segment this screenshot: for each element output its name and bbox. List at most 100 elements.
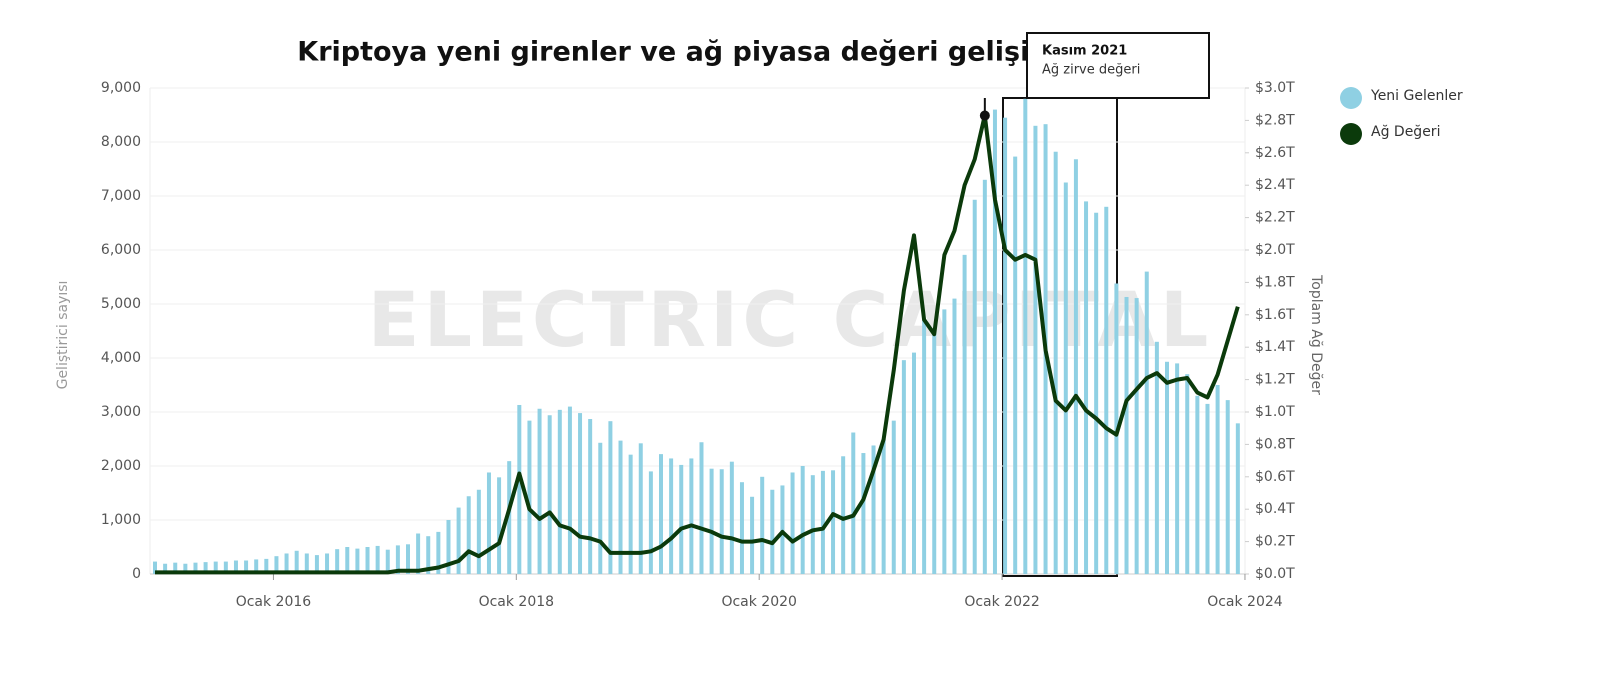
- y-axis-label: Geliştirici sayısı: [55, 281, 71, 390]
- bar: [547, 415, 552, 574]
- bar: [912, 352, 916, 574]
- bar: [820, 470, 825, 574]
- y-tick-label: 2,000: [101, 458, 141, 474]
- bar: [1013, 156, 1018, 574]
- y2-tick-label: $1.4T: [1255, 339, 1295, 355]
- legend-marker: [1340, 87, 1362, 109]
- bar: [659, 454, 663, 574]
- legend-label: Ağ Değeri: [1371, 124, 1440, 140]
- bar: [1205, 403, 1210, 574]
- bar: [193, 562, 198, 574]
- bar: [517, 404, 522, 574]
- bar: [274, 556, 279, 574]
- bar: [719, 469, 724, 574]
- line: [155, 113, 1240, 575]
- bar: [294, 550, 299, 574]
- bar: [223, 561, 228, 574]
- bar: [689, 458, 694, 574]
- bar: [527, 420, 532, 574]
- chart-title: Kriptoya yeni girenler ve ağ piyasa değe…: [297, 37, 1066, 68]
- bar: [1104, 206, 1109, 575]
- y-tick-label: 4,000: [101, 350, 141, 366]
- y-tick-label: 9,000: [101, 80, 141, 96]
- bar: [335, 549, 340, 574]
- bar: [203, 562, 208, 574]
- bar: [598, 442, 603, 574]
- y2-tick-label: $2.2T: [1255, 210, 1295, 226]
- bar: [942, 309, 947, 574]
- bar: [416, 533, 421, 574]
- y2-tick-label: $2.8T: [1255, 112, 1295, 128]
- bar: [1195, 395, 1200, 574]
- bar: [1094, 212, 1099, 575]
- bar: [314, 555, 319, 574]
- x-tick-label: Ocak 2024: [1207, 594, 1283, 610]
- bar: [406, 544, 410, 574]
- bar: [831, 470, 836, 574]
- bar: [901, 360, 906, 574]
- y2-tick-label: $0.2T: [1255, 534, 1295, 550]
- bar: [163, 563, 168, 574]
- bar: [1185, 374, 1190, 574]
- bar: [841, 456, 846, 574]
- y-tick-label: 5,000: [101, 296, 141, 312]
- bar: [1073, 159, 1078, 574]
- y2-tick-label: $2.0T: [1255, 242, 1295, 258]
- bar: [385, 549, 390, 574]
- bar: [1225, 400, 1230, 574]
- bar: [446, 520, 451, 574]
- bar: [588, 419, 593, 574]
- y2-tick-label: $0.6T: [1255, 469, 1295, 485]
- y2-tick-label: $3.0T: [1255, 80, 1295, 96]
- bar: [173, 562, 178, 574]
- bar: [972, 199, 977, 574]
- y2-tick-label: $2.6T: [1255, 145, 1295, 161]
- y-tick-label: 7,000: [101, 188, 141, 204]
- bar: [729, 461, 734, 574]
- bar: [1215, 385, 1220, 574]
- bar: [1003, 117, 1008, 574]
- bar: [244, 560, 249, 574]
- bar: [395, 545, 400, 574]
- bar: [952, 298, 957, 574]
- y-tick-label: 8,000: [101, 134, 141, 150]
- tooltip-box: [1026, 32, 1210, 99]
- bar: [618, 440, 623, 574]
- bar: [213, 561, 218, 574]
- bar: [1235, 423, 1240, 574]
- bar: [770, 489, 775, 574]
- y-tick-label: 0: [132, 566, 141, 582]
- bar: [426, 536, 431, 574]
- bar: [790, 472, 795, 574]
- bar: [1063, 182, 1068, 574]
- bar: [1084, 201, 1089, 574]
- y-tick-label: 3,000: [101, 404, 141, 420]
- bar: [1053, 151, 1058, 574]
- legend-label: Yeni Gelenler: [1370, 88, 1463, 104]
- bar: [922, 320, 927, 574]
- bar: [557, 409, 562, 574]
- bar: [1023, 98, 1028, 575]
- bar: [780, 485, 785, 574]
- bar: [760, 476, 765, 574]
- bar: [750, 496, 755, 574]
- bar: [861, 453, 866, 574]
- bar: [709, 468, 714, 574]
- bar: [992, 109, 997, 574]
- bar: [810, 475, 815, 574]
- y2-tick-label: $2.4T: [1255, 177, 1295, 193]
- bar: [679, 464, 684, 574]
- bar: [628, 454, 633, 574]
- bar: [507, 461, 512, 574]
- bar: [962, 254, 967, 575]
- bar: [739, 482, 744, 574]
- y2-axis-label: Toplam Ağ Değer: [1308, 274, 1324, 395]
- bar: [1144, 271, 1149, 574]
- bar: [233, 560, 238, 574]
- bar: [355, 548, 360, 574]
- bar: [476, 489, 481, 574]
- bar: [1154, 341, 1159, 574]
- bar: [881, 439, 886, 574]
- bar: [436, 531, 441, 574]
